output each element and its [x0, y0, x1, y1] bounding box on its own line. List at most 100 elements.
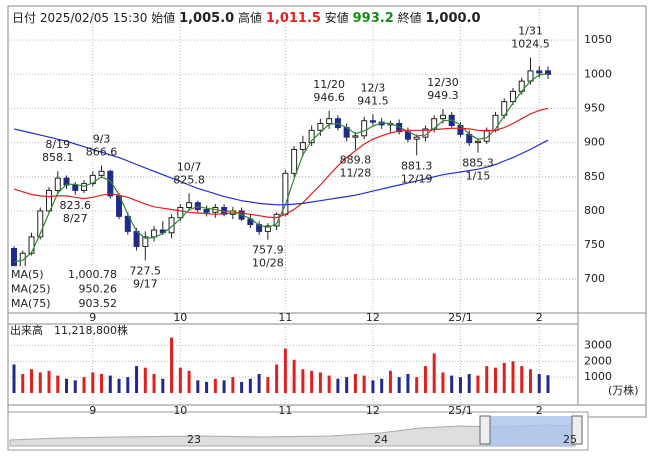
annotation-value: 941.5 — [357, 94, 389, 107]
header-label: 安値 — [325, 10, 349, 25]
volume-bar — [528, 369, 532, 393]
annotation-value: 757.9 — [252, 244, 284, 257]
annotation-date: 12/30 — [427, 76, 459, 89]
annotation-value: 823.6 — [60, 199, 92, 212]
candle-body — [186, 202, 193, 208]
candle-body — [317, 122, 324, 131]
volume-bar — [318, 372, 322, 393]
volume-bar — [21, 374, 25, 393]
candle-body — [54, 177, 61, 191]
annotation-value: 1024.5 — [511, 38, 550, 51]
volume-bar — [213, 378, 217, 393]
volume-bar — [371, 380, 375, 393]
navigator-label: 24 — [374, 433, 388, 446]
volume-bar — [117, 378, 121, 393]
volume-bar — [327, 375, 331, 393]
legend-value: 1,000.78 — [68, 268, 117, 281]
header-value: 1,000.0 — [425, 11, 480, 26]
volume-tick-label: 2000 — [584, 354, 612, 367]
candle-body — [107, 170, 114, 197]
volume-bar — [275, 364, 279, 393]
candle-body — [194, 202, 201, 211]
volume-bar — [82, 377, 86, 393]
candle-body — [264, 225, 271, 232]
y-tick-label: 750 — [584, 238, 605, 251]
annotation-value: 889.8 — [340, 154, 372, 167]
volume-bar — [47, 370, 51, 393]
candle-body — [396, 122, 403, 133]
annotation-value: 949.3 — [427, 89, 459, 102]
annotation-date: 1/15 — [466, 170, 491, 183]
volume-tick-label: 1000 — [584, 370, 612, 383]
header-label: 高値 — [238, 10, 262, 25]
volume-bar — [432, 353, 436, 393]
volume-bar — [205, 381, 209, 393]
annotation-date: 9/17 — [133, 277, 158, 290]
annotation-date: 9/3 — [93, 132, 111, 145]
candle-body — [28, 236, 35, 254]
candle-body — [89, 174, 96, 185]
candle-body — [361, 120, 368, 137]
annotation-date: 12/3 — [361, 81, 386, 94]
volume-bar — [100, 374, 104, 393]
volume-bar — [170, 337, 174, 393]
volume-bar — [38, 372, 42, 393]
legend-value: 950.26 — [79, 283, 118, 296]
x-tick-label: 9 — [89, 311, 96, 324]
annotation-date: 12/19 — [401, 172, 433, 185]
volume-bar — [345, 377, 349, 393]
volume-title: 出来高 11,218,800株 — [10, 323, 128, 337]
volume-bar — [406, 374, 410, 393]
volume-bar — [467, 374, 471, 393]
volume-bar — [520, 366, 524, 393]
header-label: 始値 — [151, 10, 175, 25]
navigator-handle[interactable] — [571, 415, 583, 445]
volume-bar — [266, 377, 270, 393]
volume-bar — [310, 370, 314, 393]
annotation-date: 8/19 — [45, 138, 70, 151]
x-tick-label: 12 — [366, 404, 380, 417]
volume-bar — [415, 377, 419, 393]
annotation-date: 10/28 — [252, 257, 284, 270]
volume-bar — [441, 372, 445, 393]
candle-body — [11, 247, 17, 268]
candle-body — [273, 213, 280, 227]
x-tick-label: 10 — [173, 311, 187, 324]
candle-body — [352, 135, 359, 138]
annotation-date: 10/7 — [177, 160, 202, 173]
candle-body — [151, 229, 158, 238]
volume-tick-label: 3000 — [584, 339, 612, 352]
candle-body — [369, 120, 376, 123]
candle-body — [37, 210, 44, 238]
candle-body — [98, 170, 105, 176]
volume-bar — [222, 380, 226, 393]
volume-bar — [301, 369, 305, 393]
y-tick-label: 850 — [584, 170, 605, 183]
annotation-value: 881.3 — [401, 159, 433, 172]
navigator-handle[interactable] — [479, 415, 491, 445]
navigator-selection[interactable] — [486, 416, 574, 446]
x-tick-label: 25/1 — [448, 404, 473, 417]
header: 日付 2025/02/05 15:30 始値 1,005.0 高値 1,011.… — [12, 10, 481, 26]
legend-name: MA(25) — [11, 283, 51, 296]
volume-bar — [143, 367, 147, 393]
volume-bar — [196, 380, 200, 393]
volume-bar — [283, 348, 287, 393]
header-value: 1,005.0 — [179, 11, 234, 26]
annotation-value: 825.8 — [173, 173, 205, 186]
candle-body — [299, 142, 306, 150]
candle-body — [439, 114, 446, 120]
volume-bar — [248, 378, 252, 393]
volume-bar — [397, 377, 401, 393]
volume-bar — [485, 366, 489, 393]
volume-bar — [502, 362, 506, 393]
volume-bar — [73, 380, 77, 393]
volume-bar — [30, 369, 34, 393]
volume-bar — [126, 377, 130, 393]
volume-bar — [161, 378, 165, 393]
annotation-value: 727.5 — [130, 264, 162, 277]
legend-box — [9, 266, 119, 310]
volume-bar — [178, 367, 182, 393]
annotation-value: 885.3 — [462, 157, 494, 170]
volume-bar — [388, 370, 392, 393]
